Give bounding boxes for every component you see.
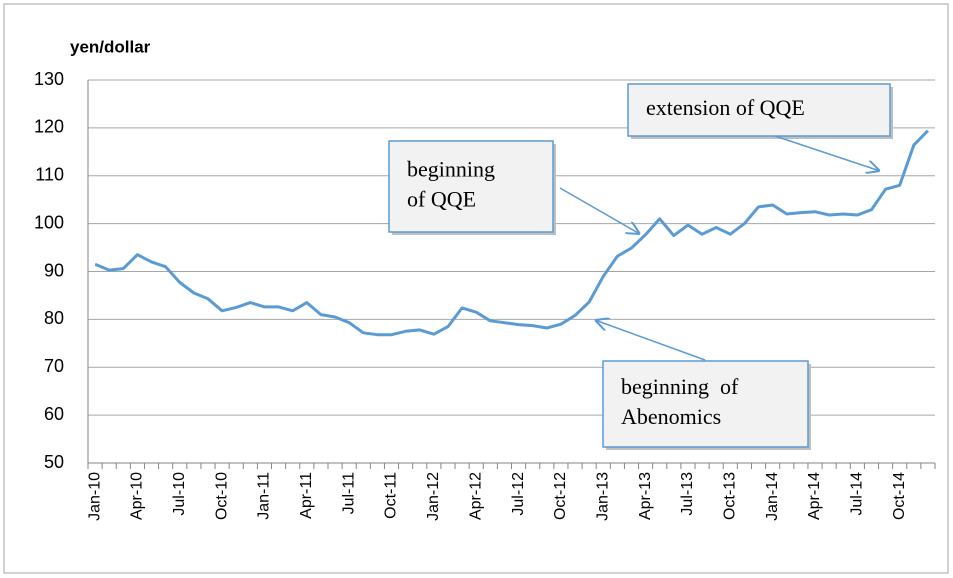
y-tick-label: 110	[35, 165, 64, 185]
y-tick-label: 50	[44, 452, 64, 472]
y-tick-label: 100	[34, 212, 64, 232]
x-tick-label: Apr-11	[298, 472, 315, 519]
x-tick-label: Oct-13	[722, 472, 739, 520]
y-tick-label: 90	[44, 260, 64, 280]
x-tick-label: Oct-12	[552, 472, 569, 520]
y-tick-label: 60	[44, 404, 64, 424]
x-tick-label: Jan-13	[594, 472, 611, 521]
x-tick-label: Jul-12	[510, 472, 527, 516]
y-axis-label: yen/dollar	[70, 37, 151, 56]
annotation-box	[627, 83, 891, 137]
annotation-box	[602, 360, 809, 448]
y-tick-label: 120	[34, 117, 64, 137]
x-tick-label: Jul-14	[849, 472, 866, 516]
x-tick-label: Jan-11	[256, 472, 273, 520]
annotation-box	[388, 140, 554, 233]
annotation-arrow	[595, 320, 706, 361]
y-tick-label: 70	[44, 356, 64, 376]
annotation-text: extension of QQE	[646, 95, 805, 120]
x-tick-label: Jul-10	[171, 472, 188, 516]
x-tick-label: Apr-13	[637, 472, 654, 520]
annotation-arrow	[559, 187, 640, 234]
y-tick-label: 80	[44, 308, 64, 328]
x-tick-label: Apr-14	[806, 472, 823, 520]
annotation-text: beginning of	[621, 374, 739, 399]
annotation-arrow	[774, 135, 880, 171]
x-tick-label: Oct-14	[891, 472, 908, 520]
x-tick-label: Oct-10	[213, 472, 230, 520]
data-line	[94, 129, 929, 337]
x-tick-label: Oct-11	[383, 472, 400, 519]
x-tick-label: Apr-12	[467, 472, 484, 520]
annotation-text: of QQE	[407, 187, 476, 212]
annotation-text: beginning	[407, 157, 495, 182]
x-tick-label: Jan-12	[425, 472, 442, 521]
x-tick-label: Jan-10	[86, 472, 103, 521]
y-tick-label: 130	[34, 69, 64, 89]
x-tick-label: Jan-14	[764, 472, 781, 521]
x-tick-label: Apr-10	[129, 472, 146, 520]
x-tick-label: Jul-13	[679, 472, 696, 516]
x-tick-label: Jul-11	[340, 472, 357, 514]
annotation-text: Abenomics	[621, 404, 721, 429]
